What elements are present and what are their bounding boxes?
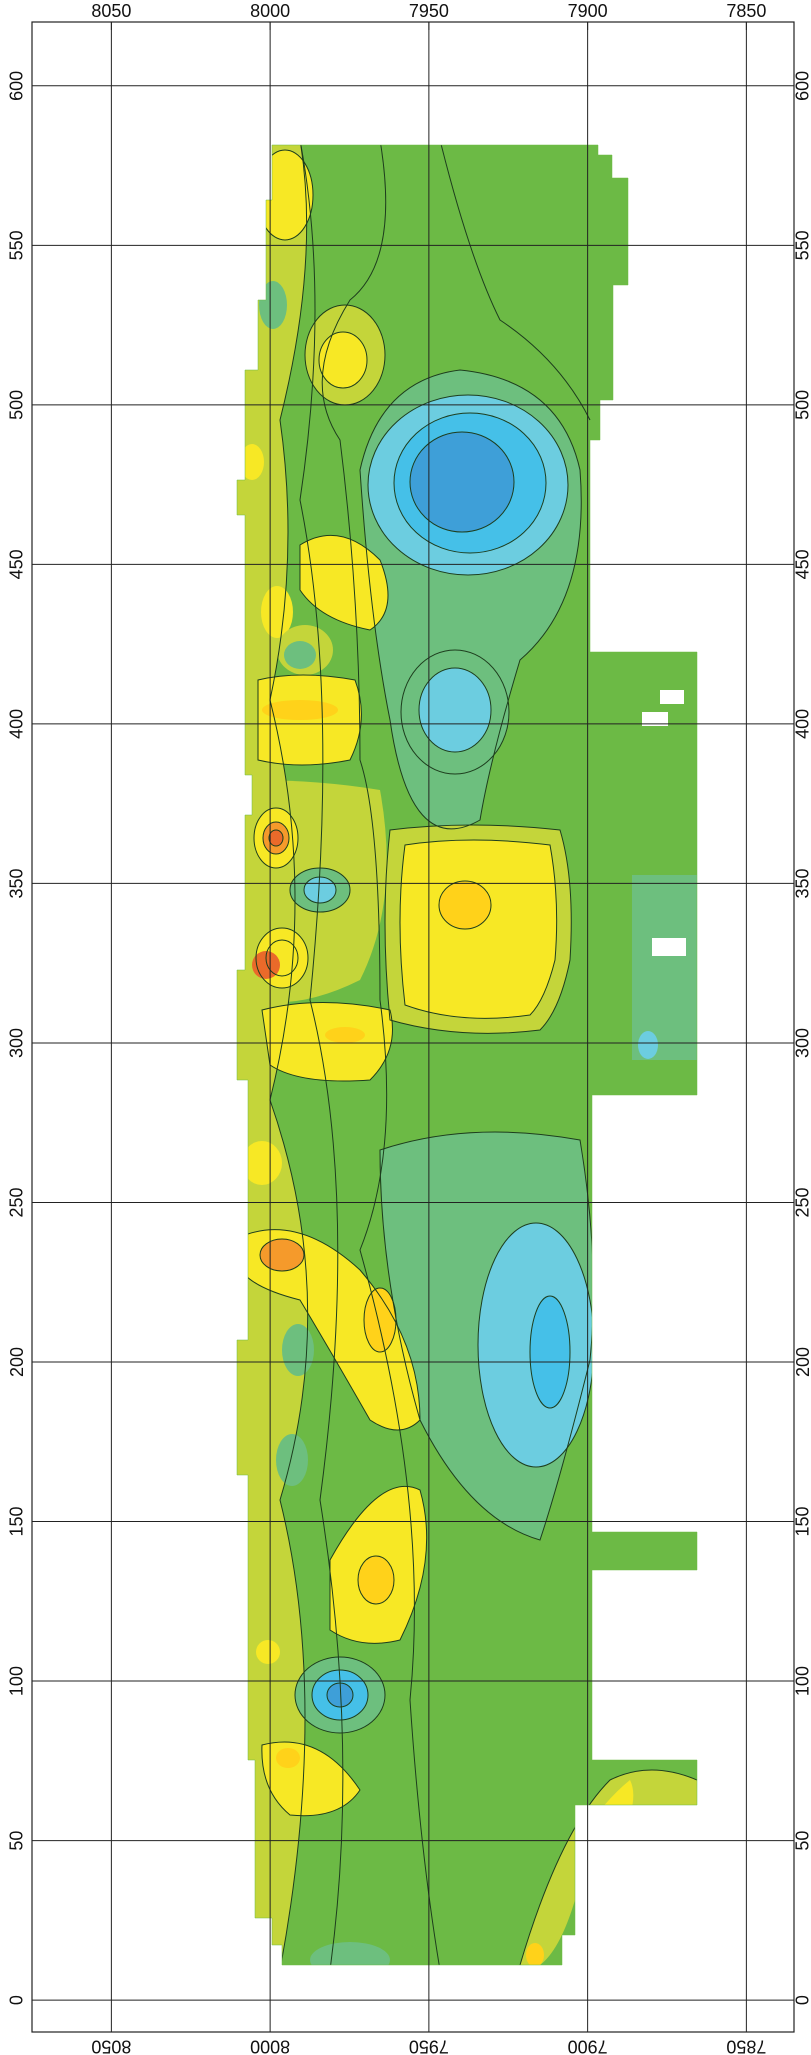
contour-lines [237, 145, 697, 1965]
y-tick-label-right: 350 [793, 868, 811, 898]
x-tick-label-top: 7850 [726, 1, 766, 21]
teal-zone [276, 1434, 308, 1486]
y-tick-label-left: 350 [7, 868, 27, 898]
y-tick-label-right: 600 [793, 71, 811, 101]
gold-zone [358, 1556, 394, 1604]
teal-zone [632, 875, 697, 1060]
y-tick-label-left: 400 [7, 709, 27, 739]
x-tick-labels-bottom: 8050 8000 7950 7900 7850 [91, 2036, 766, 2055]
gold-zone [262, 700, 338, 720]
y-tick-label-right: 250 [793, 1187, 811, 1217]
yellow-zone [258, 675, 362, 765]
yellow-zone [240, 444, 264, 480]
y-tick-labels-left: 0 50 100 150 200 250 300 350 400 450 500 550 600 [7, 71, 27, 2005]
y-tick-label-right: 200 [793, 1347, 811, 1377]
x-tick-label-bottom: 8000 [250, 2036, 290, 2055]
y-tick-label-left: 200 [7, 1347, 27, 1377]
map-frame [31, 21, 795, 2033]
cyan-zone [638, 1031, 658, 1059]
x-tick-label-top: 7950 [409, 1, 449, 21]
x-tick-labels-top: 8050 8000 7950 7900 7850 [91, 1, 766, 21]
y-tick-label-left: 600 [7, 71, 27, 101]
orange-zone [260, 1239, 304, 1271]
red-orange-zone [269, 830, 283, 846]
y-tick-label-right: 500 [793, 390, 811, 420]
data-gap [660, 690, 684, 704]
x-tick-label-bottom: 7900 [568, 2036, 608, 2055]
gold-zone [526, 1943, 544, 1965]
teal-zone [282, 1324, 314, 1376]
data-gap [642, 712, 668, 726]
teal-zone [284, 641, 316, 669]
y-tick-label-left: 300 [7, 1028, 27, 1058]
x-tick-label-top: 8050 [91, 1, 131, 21]
yellow-green-zone [520, 1770, 697, 1965]
y-tick-label-right: 400 [793, 709, 811, 739]
y-tick-label-right: 100 [793, 1666, 811, 1696]
yellow-zone [245, 1229, 420, 1430]
yellow-zone [319, 332, 367, 388]
y-tick-label-right: 150 [793, 1507, 811, 1537]
yellow-zone [300, 535, 388, 630]
y-tick-label-left: 150 [7, 1507, 27, 1537]
y-tick-label-right: 300 [793, 1028, 811, 1058]
x-tick-label-top: 8000 [250, 1, 290, 21]
gold-zone [325, 1027, 365, 1043]
yellow-zone [242, 1141, 282, 1185]
gold-zone [439, 881, 491, 929]
y-tick-label-left: 550 [7, 230, 27, 260]
y-tick-label-left: 100 [7, 1666, 27, 1696]
contour-field [237, 145, 697, 1965]
y-tick-labels-right: 0 50 100 150 200 250 300 350 400 450 500 550 600 [793, 71, 811, 2005]
sky-blue-zone [530, 1296, 570, 1408]
gold-zone [364, 1288, 396, 1352]
x-tick-label-bottom: 8050 [91, 2036, 131, 2055]
yellow-zone [256, 1640, 280, 1664]
y-tick-label-left: 0 [7, 1995, 27, 2005]
y-tick-label-right: 0 [793, 1995, 811, 2005]
y-tick-label-left: 50 [7, 1831, 27, 1851]
teal-zone [259, 281, 287, 329]
y-tick-label-right: 450 [793, 549, 811, 579]
y-tick-label-right: 550 [793, 230, 811, 260]
x-tick-label-bottom: 7950 [409, 2036, 449, 2055]
data-gap [652, 938, 686, 956]
x-tick-label-top: 7900 [568, 1, 608, 21]
y-tick-label-right: 50 [793, 1831, 811, 1851]
blue-zone [327, 1683, 353, 1707]
teal-zone [310, 1942, 390, 1965]
y-tick-label-left: 500 [7, 390, 27, 420]
cyan-zone [419, 668, 491, 752]
grid-lines [32, 22, 794, 2032]
y-tick-label-left: 450 [7, 549, 27, 579]
yellow-zone [400, 840, 557, 1019]
gold-zone [276, 1748, 300, 1768]
blue-zone [410, 432, 514, 532]
y-tick-label-left: 250 [7, 1187, 27, 1217]
x-tick-label-bottom: 7850 [726, 2036, 766, 2055]
yellow-zone [262, 1002, 393, 1081]
